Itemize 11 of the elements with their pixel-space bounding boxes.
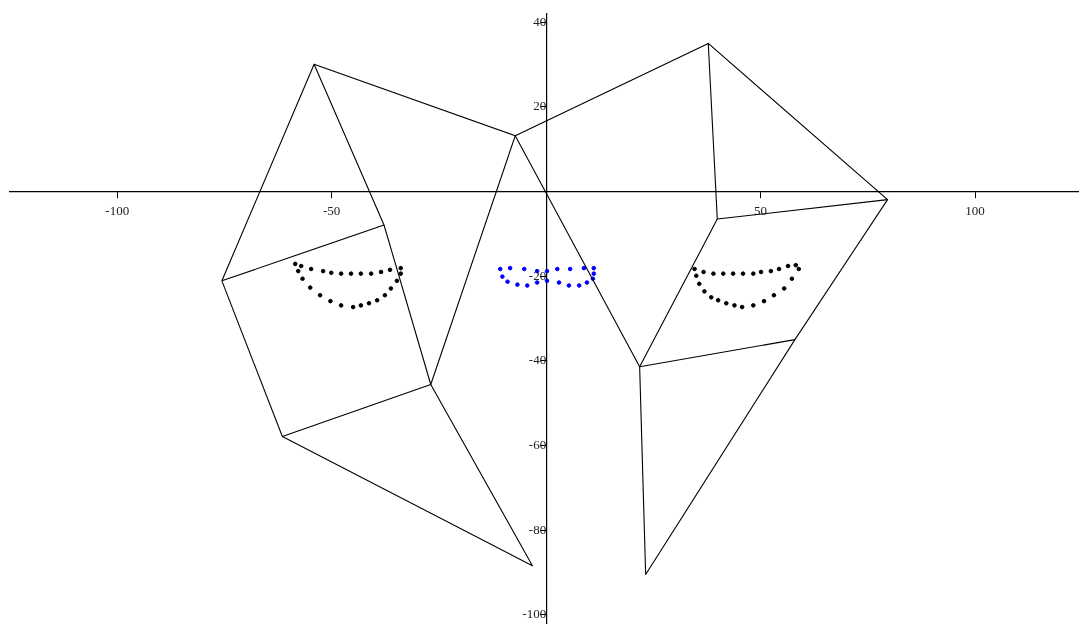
x-tick-label: -100 [105,202,130,218]
x-tick-label: 50 [754,202,768,218]
y-tick-label: -60 [528,436,547,452]
y-tick-label: -100 [522,606,547,622]
y-tick-label: 20 [533,98,547,114]
y-tick-label: -40 [528,352,547,368]
y-tick-label: -20 [528,267,547,283]
y-tick-label: 40 [533,13,547,29]
x-tick-label: -50 [323,202,341,218]
x-tick-label: 100 [965,202,985,218]
y-tick-label: -80 [528,521,547,537]
